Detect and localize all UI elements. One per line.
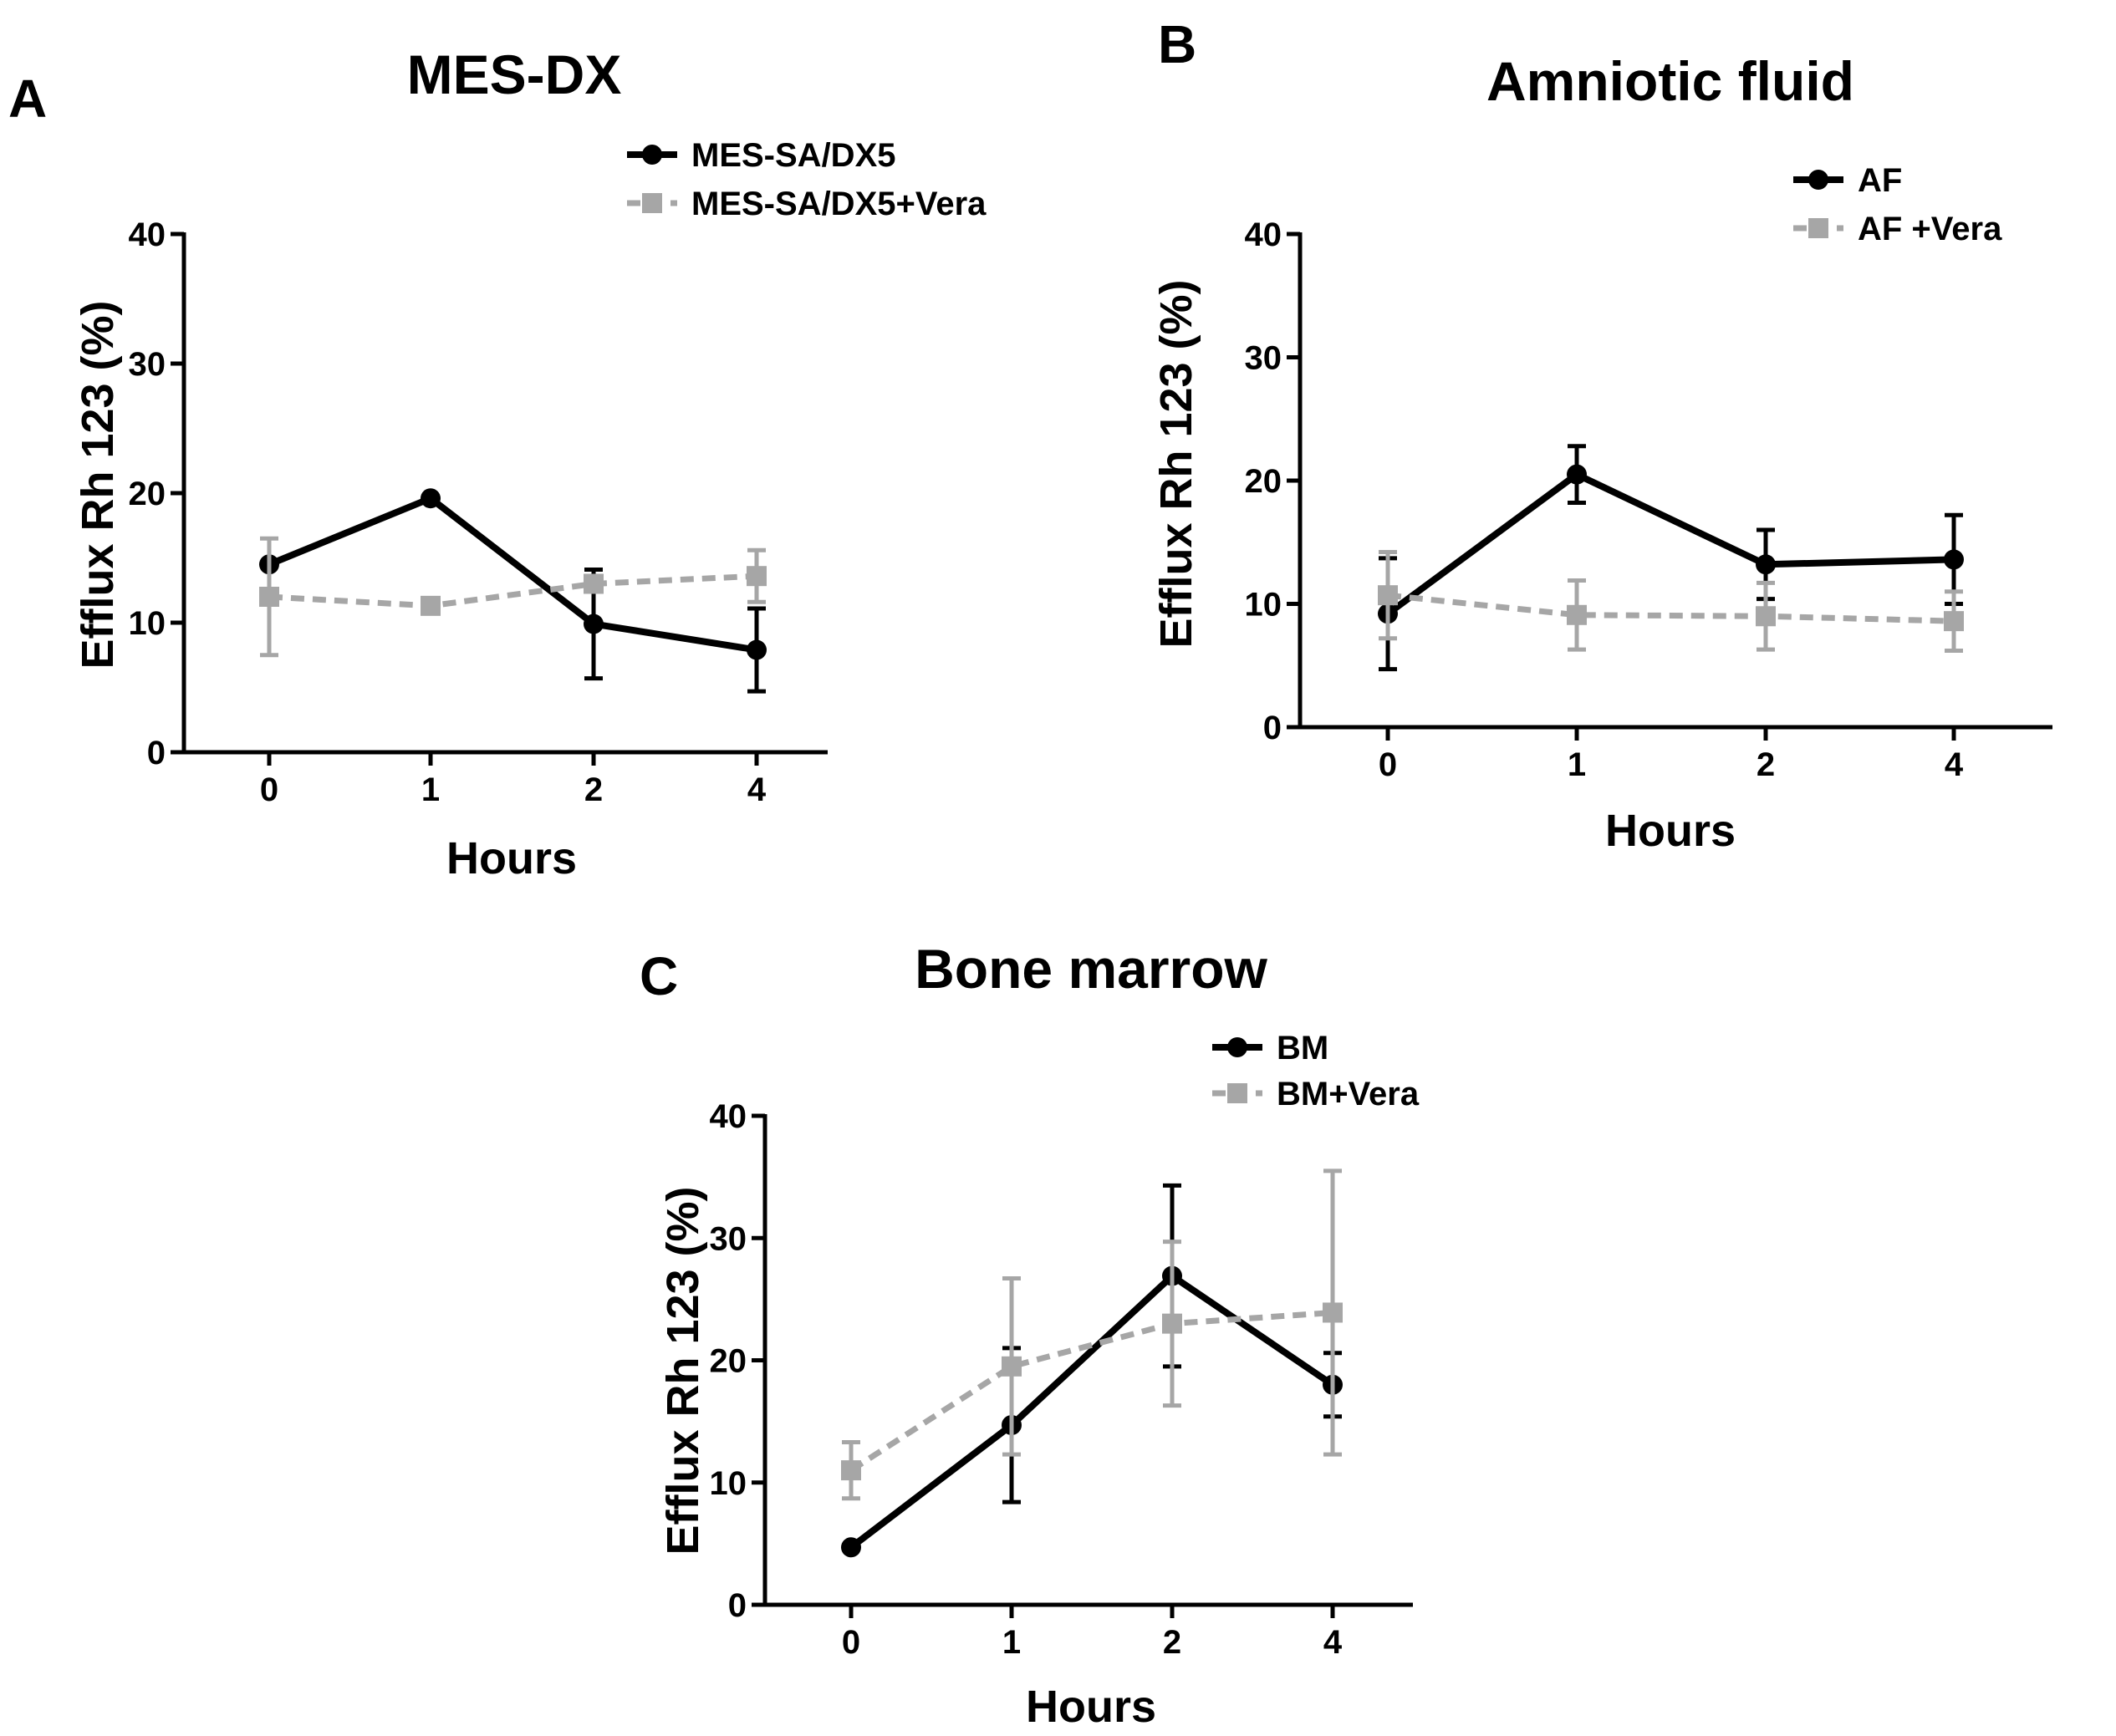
x-tick-label: 4 bbox=[747, 771, 767, 808]
legend-swatch-marker bbox=[1227, 1083, 1247, 1103]
panel-letter: C bbox=[640, 946, 678, 1006]
data-point bbox=[1323, 1302, 1343, 1323]
panel-letter: A bbox=[8, 69, 47, 129]
data-point bbox=[421, 488, 441, 509]
data-point bbox=[421, 595, 441, 616]
panel-c: C Bone marrow Efflux Rh 123 (%) Hours 0 1… bbox=[640, 938, 1420, 1732]
x-tick-label: 2 bbox=[1163, 1624, 1181, 1661]
x-tick-label: 4 bbox=[1945, 746, 1964, 783]
x-tick-label: 0 bbox=[842, 1624, 860, 1661]
legend-entry: AF bbox=[1793, 162, 1902, 199]
y-tick-label: 20 bbox=[129, 476, 166, 512]
data-point bbox=[1944, 611, 1964, 632]
y-tick-label: 30 bbox=[1245, 340, 1282, 377]
y-tick-label: 20 bbox=[710, 1343, 747, 1380]
chart-title: MES-DX bbox=[407, 43, 622, 105]
legend-swatch-marker bbox=[642, 193, 662, 213]
data-point bbox=[747, 639, 767, 660]
data-point bbox=[1378, 585, 1398, 606]
x-axis-title: Hours bbox=[1026, 1682, 1156, 1732]
data-point bbox=[1567, 604, 1587, 625]
y-tick-label: 40 bbox=[1245, 216, 1282, 253]
data-point bbox=[1756, 554, 1776, 575]
y-tick-label: 40 bbox=[710, 1098, 747, 1135]
legend-label: BM+Vera bbox=[1277, 1076, 1420, 1112]
x-axis-title: Hours bbox=[1605, 806, 1736, 856]
legend-label: MES-SA/DX5+Vera bbox=[691, 186, 987, 222]
legend-swatch-marker bbox=[1808, 218, 1828, 238]
x-axis-title: Hours bbox=[446, 833, 577, 883]
y-tick-label: 10 bbox=[1245, 587, 1282, 624]
panel-letter: B bbox=[1158, 14, 1196, 74]
data-point bbox=[841, 1537, 861, 1558]
panel-b: B Amniotic fluid Efflux Rh 123 (%) Hours… bbox=[1151, 14, 2052, 856]
series-verapamil bbox=[841, 1168, 1343, 1501]
x-tick-label: 4 bbox=[1323, 1624, 1343, 1661]
y-axis-title: Efflux Rh 123 (%) bbox=[73, 300, 123, 669]
legend-entry: MES-SA/DX5 bbox=[627, 137, 896, 174]
series-line bbox=[849, 1309, 1333, 1474]
y-tick-label: 0 bbox=[147, 735, 166, 771]
x-tick-label: 1 bbox=[1002, 1624, 1021, 1661]
y-tick-label: 30 bbox=[129, 346, 166, 383]
chart-title: Amniotic fluid bbox=[1486, 50, 1854, 112]
y-axis-title: Efflux Rh 123 (%) bbox=[658, 1186, 708, 1555]
legend-entry: AF +Vera bbox=[1793, 211, 2002, 247]
series-verapamil bbox=[259, 536, 767, 658]
x-tick-label: 1 bbox=[421, 771, 440, 808]
panel-a: A MES-DX Efflux Rh 123 (%) Hours 0102030… bbox=[8, 43, 987, 883]
series-control bbox=[1378, 444, 1964, 672]
data-point bbox=[584, 573, 604, 594]
series-control bbox=[841, 1183, 1343, 1558]
series-line bbox=[268, 573, 757, 609]
legend-label: AF +Vera bbox=[1858, 211, 2002, 247]
x-tick-label: 1 bbox=[1568, 746, 1586, 783]
legend-entry: BM bbox=[1212, 1030, 1328, 1067]
data-point bbox=[584, 613, 604, 634]
series-line bbox=[1385, 471, 1955, 617]
legend-entry: BM+Vera bbox=[1212, 1076, 1420, 1112]
y-tick-label: 10 bbox=[129, 605, 166, 642]
y-axis-title: Efflux Rh 123 (%) bbox=[1151, 279, 1201, 648]
series-line bbox=[268, 495, 757, 654]
data-point bbox=[1756, 606, 1776, 627]
data-point bbox=[259, 587, 279, 607]
data-point bbox=[1944, 549, 1964, 570]
data-point bbox=[1002, 1356, 1022, 1377]
series-line bbox=[849, 1272, 1335, 1550]
y-tick-label: 40 bbox=[129, 216, 166, 253]
y-tick-label: 0 bbox=[1263, 710, 1282, 746]
legend-label: MES-SA/DX5 bbox=[691, 137, 896, 174]
series-control bbox=[259, 488, 767, 694]
x-tick-label: 0 bbox=[1379, 746, 1397, 783]
legend-entry: MES-SA/DX5+Vera bbox=[627, 186, 987, 222]
data-point bbox=[747, 566, 767, 587]
y-tick-label: 0 bbox=[728, 1587, 747, 1624]
legend-label: BM bbox=[1277, 1030, 1328, 1067]
chart-title: Bone marrow bbox=[915, 938, 1267, 1000]
series-verapamil bbox=[1378, 550, 1964, 654]
y-tick-label: 30 bbox=[710, 1220, 747, 1257]
data-point bbox=[841, 1460, 861, 1481]
data-point bbox=[1162, 1313, 1182, 1334]
x-tick-label: 0 bbox=[260, 771, 278, 808]
legend-swatch-marker bbox=[642, 145, 662, 165]
y-tick-label: 10 bbox=[710, 1465, 747, 1502]
series-line bbox=[1387, 592, 1955, 624]
legend-swatch-marker bbox=[1808, 170, 1828, 190]
legend-swatch-marker bbox=[1227, 1037, 1247, 1057]
legend-label: AF bbox=[1858, 162, 1902, 199]
x-tick-label: 2 bbox=[584, 771, 603, 808]
y-tick-label: 20 bbox=[1245, 463, 1282, 500]
x-tick-label: 2 bbox=[1757, 746, 1775, 783]
data-point bbox=[1567, 464, 1587, 485]
